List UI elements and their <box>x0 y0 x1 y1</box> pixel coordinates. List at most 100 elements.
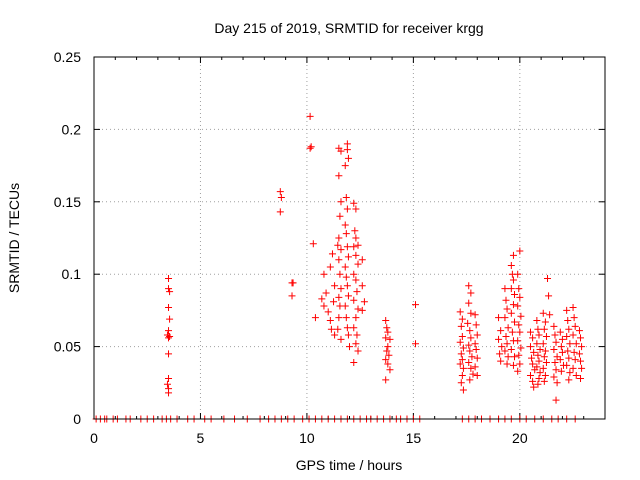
data-point <box>458 372 466 380</box>
data-points <box>92 112 586 423</box>
data-point <box>165 275 173 283</box>
data-point <box>326 317 334 325</box>
data-point <box>459 344 467 352</box>
data-point <box>331 282 339 290</box>
data-point <box>514 367 522 375</box>
data-point <box>384 343 392 351</box>
data-point <box>358 306 366 314</box>
data-point <box>334 325 342 333</box>
data-point <box>514 270 522 278</box>
data-point <box>336 212 344 220</box>
data-point <box>358 256 366 264</box>
data-point <box>165 389 173 397</box>
data-point <box>557 343 565 351</box>
x-tick-label: 10 <box>299 430 315 446</box>
data-point <box>337 335 345 343</box>
data-point <box>412 301 420 309</box>
data-point <box>564 317 572 325</box>
data-point <box>335 172 343 180</box>
data-point <box>335 256 343 264</box>
data-point <box>566 340 574 348</box>
data-point <box>458 356 466 364</box>
data-point <box>473 354 481 362</box>
data-point <box>514 302 522 310</box>
data-point <box>337 246 345 254</box>
data-point <box>502 296 510 304</box>
data-point <box>457 350 465 358</box>
data-point <box>516 247 524 255</box>
data-point <box>466 347 474 355</box>
data-point <box>354 305 362 313</box>
data-point <box>467 289 475 297</box>
data-point <box>464 319 472 327</box>
data-point <box>536 369 544 377</box>
data-point <box>517 344 525 352</box>
data-point <box>337 147 345 155</box>
data-point <box>386 335 394 343</box>
data-point <box>495 335 503 343</box>
data-point <box>541 318 549 326</box>
data-point <box>570 314 578 322</box>
data-point <box>456 308 464 316</box>
data-point <box>351 227 359 235</box>
data-point <box>471 363 479 371</box>
data-point <box>542 359 550 367</box>
data-point <box>457 379 465 387</box>
data-point <box>509 276 517 284</box>
data-point <box>350 359 358 367</box>
data-point <box>530 348 538 356</box>
data-point <box>540 325 548 333</box>
data-point <box>501 285 509 293</box>
data-point <box>288 292 296 300</box>
data-point <box>456 338 464 346</box>
data-point <box>350 270 358 278</box>
data-point <box>382 334 390 342</box>
data-point <box>337 285 345 293</box>
data-point <box>544 275 552 283</box>
axis-ticks: 0 5 10 15 20 0 0.05 0.1 0.15 0.2 0.25 <box>54 49 606 446</box>
data-point <box>344 154 352 162</box>
x-tick-label: 5 <box>197 430 205 446</box>
data-point <box>341 302 349 310</box>
data-point <box>542 332 550 340</box>
data-point <box>352 340 360 348</box>
data-point <box>465 341 473 349</box>
data-point <box>541 347 549 355</box>
y-tick-label: 0.15 <box>54 194 81 210</box>
data-point <box>566 369 574 377</box>
data-point <box>342 193 350 201</box>
data-point <box>575 327 583 335</box>
data-point <box>577 334 585 342</box>
data-point <box>382 317 390 325</box>
data-point <box>514 337 522 345</box>
data-point <box>383 324 391 332</box>
data-point <box>535 374 543 382</box>
data-point <box>515 321 523 329</box>
data-point <box>472 345 480 353</box>
data-point <box>507 345 515 353</box>
data-point <box>529 360 537 368</box>
data-point <box>526 343 534 351</box>
data-point <box>556 356 564 364</box>
data-point <box>565 376 573 384</box>
x-tick-label: 20 <box>512 430 528 446</box>
data-point <box>166 315 174 323</box>
data-point <box>335 234 343 242</box>
data-point <box>497 327 505 335</box>
y-axis-label: SRMTID / TECUs <box>6 183 22 293</box>
data-point <box>509 361 517 369</box>
data-point <box>551 331 559 339</box>
data-point <box>342 314 350 322</box>
data-point <box>352 314 360 322</box>
data-point <box>552 396 560 404</box>
data-point <box>353 288 361 296</box>
data-point <box>343 205 351 213</box>
data-point <box>459 386 467 394</box>
data-point <box>382 356 390 364</box>
data-point <box>509 301 517 309</box>
data-point <box>324 308 332 316</box>
data-point <box>515 351 523 359</box>
x-tick-label: 15 <box>406 430 422 446</box>
data-point <box>553 353 561 361</box>
data-point <box>165 304 173 312</box>
